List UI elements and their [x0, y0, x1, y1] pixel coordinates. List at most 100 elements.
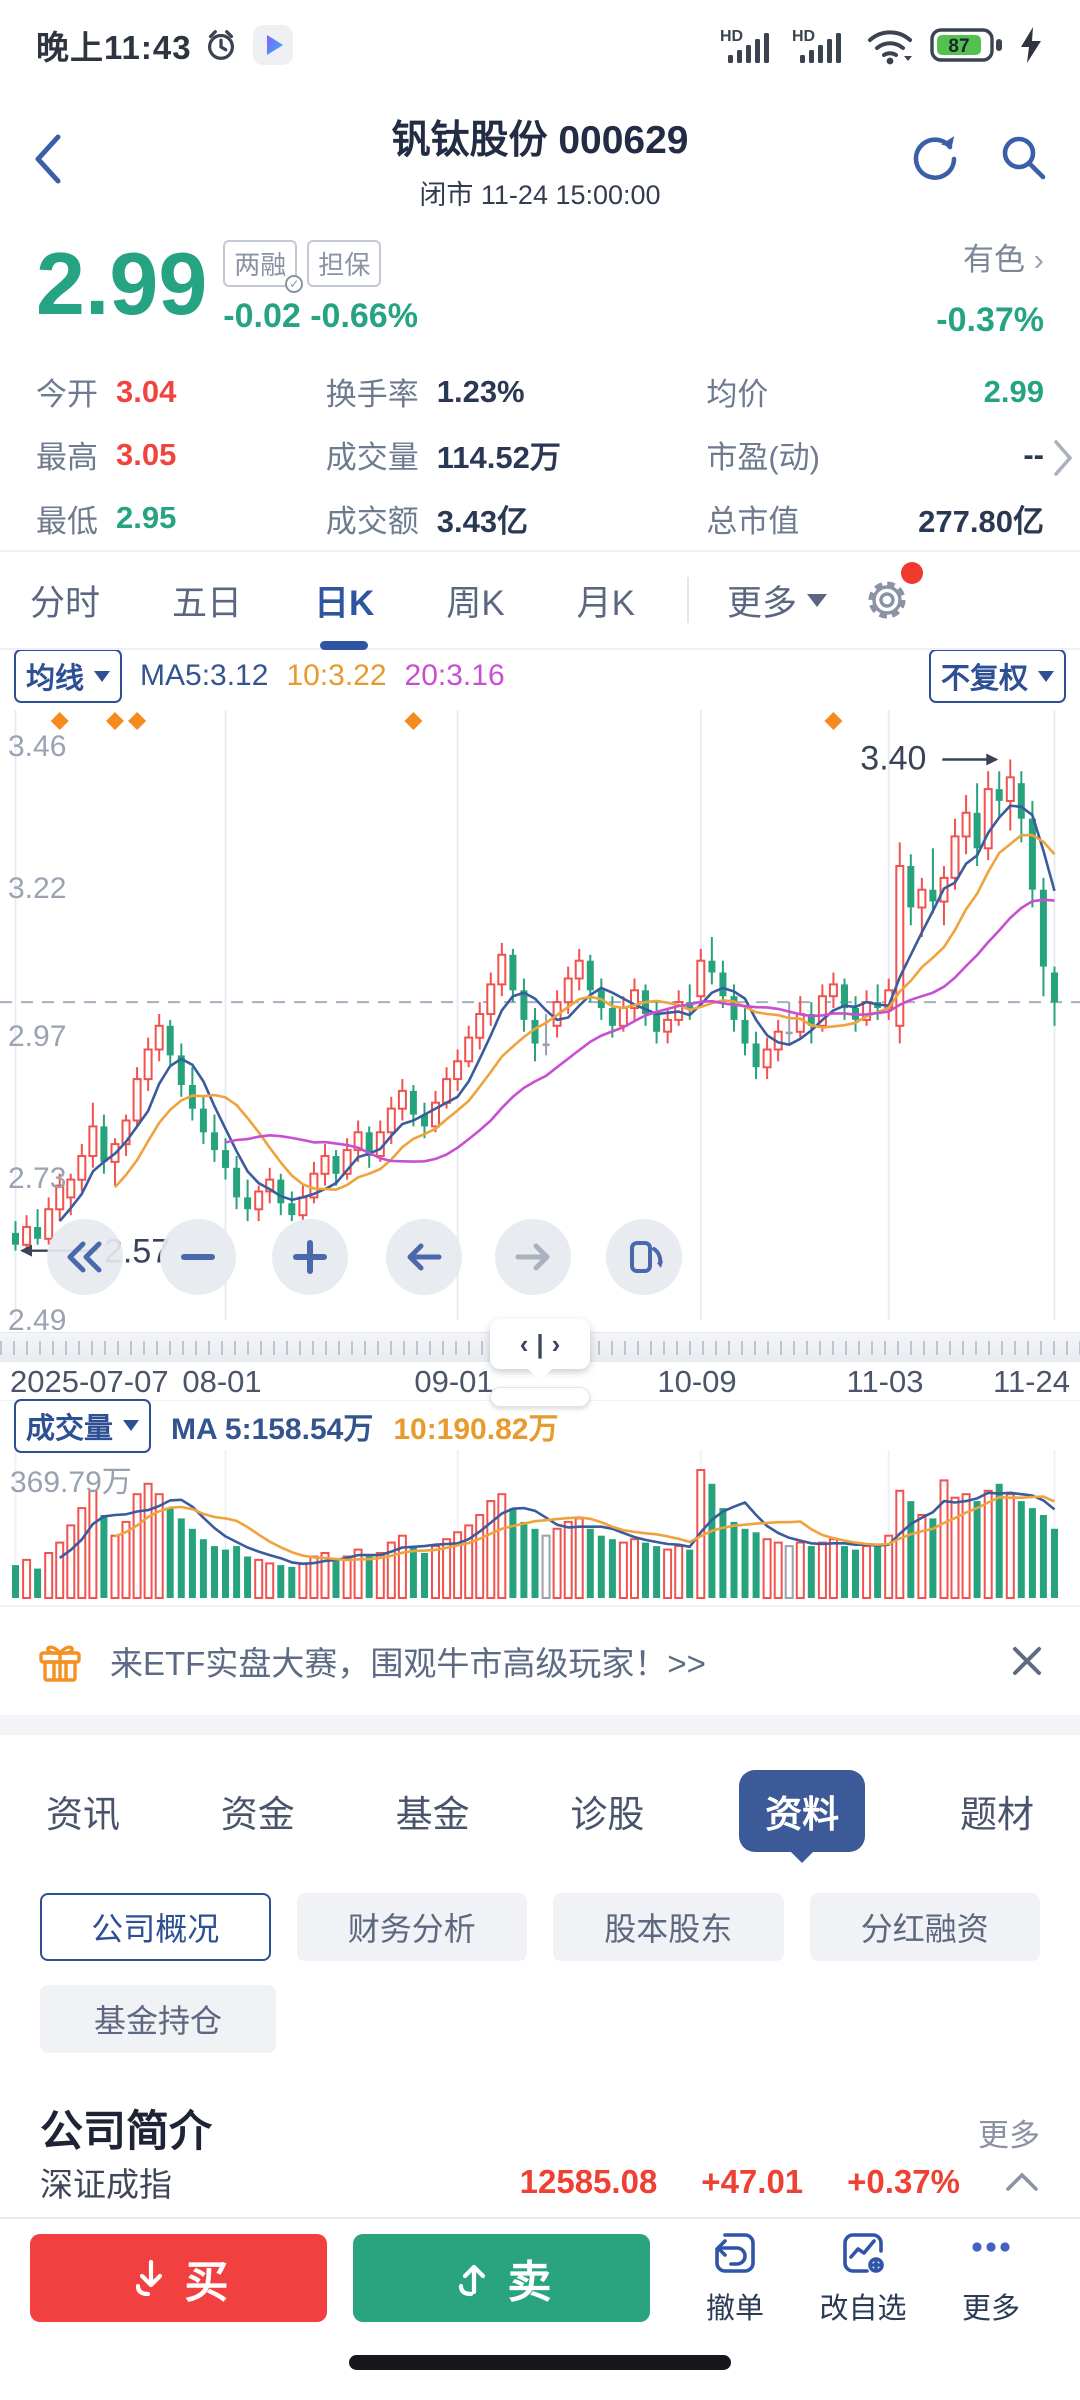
- more-periods-dropdown[interactable]: 更多: [727, 575, 828, 626]
- pan-right-button[interactable]: [495, 1219, 571, 1295]
- check-icon: ✓: [285, 275, 304, 293]
- subtab-fund-holdings[interactable]: 基金持仓: [40, 1985, 276, 2053]
- volume-svg: 369.79万: [10, 1450, 1058, 1600]
- index-change: +47.01: [701, 2163, 804, 2200]
- banner-text[interactable]: 来ETF实盘大赛，围观牛市高级玩家！>>: [110, 1645, 706, 1682]
- scrollbar-handle[interactable]: ‹ | ›: [490, 1319, 590, 1369]
- kline-chart[interactable]: 3.46 3.22 2.97 2.73 2.49 3.40 2.57: [0, 702, 1080, 1332]
- index-ticker-bar[interactable]: 深证成指 12585.08 +47.01 +0.37%: [0, 2155, 1080, 2217]
- stat-high: 最高 3.05: [36, 436, 177, 476]
- sector-link[interactable]: 有色 ›: [963, 242, 1044, 277]
- tab-weekly-k[interactable]: 周K: [446, 583, 505, 623]
- section-gap: [0, 1715, 1080, 1735]
- zoom-out-button[interactable]: [160, 1219, 236, 1295]
- chart-settings-button[interactable]: [861, 562, 924, 626]
- tab-profile[interactable]: 资料: [739, 1770, 866, 1852]
- stats-expand-chevron[interactable]: [1052, 438, 1074, 478]
- alarm-icon: [202, 26, 240, 64]
- subtab-company-overview[interactable]: 公司概况: [40, 1893, 271, 1961]
- profile-subtab-bar: 公司概况 财务分析 股本股东 分红融资: [40, 1893, 1040, 1961]
- tab-funds[interactable]: 资金: [220, 1794, 295, 1835]
- wifi-icon: [864, 24, 916, 66]
- svg-text:3.40: 3.40: [860, 740, 926, 778]
- sell-arrow-icon: [458, 2264, 485, 2297]
- stat-pe: 市盈(动) --: [706, 436, 1044, 476]
- refresh-icon[interactable]: [908, 130, 962, 184]
- subtab-shareholders[interactable]: 股本股东: [553, 1893, 784, 1961]
- info-tab-bar: 资讯 资金 基金 诊股 资料 题材: [40, 1765, 1040, 1857]
- market-status-text: 闭市 11-24 15:00:00: [419, 179, 661, 210]
- subtab-financial-analysis[interactable]: 财务分析: [296, 1893, 527, 1961]
- zoom-in-button[interactable]: [272, 1219, 348, 1295]
- collapse-chevron-icon[interactable]: [1004, 2171, 1040, 2193]
- status-bar: 晚上11:43 HD: [0, 0, 1080, 90]
- battery-icon: 87: [930, 27, 1004, 63]
- sell-button[interactable]: 卖: [353, 2234, 650, 2322]
- x-label: 10-09: [657, 1364, 737, 1399]
- stats-grid: 今开 3.04 换手率 1.23% 均价 2.99 最高 3.05 成交量 114.52万…: [0, 350, 1080, 550]
- volume-chart[interactable]: 369.79万: [0, 1450, 1080, 1605]
- svg-text:2.73: 2.73: [8, 1162, 66, 1195]
- svg-text:HD: HD: [792, 28, 815, 45]
- charging-icon: [1018, 26, 1044, 64]
- promo-banner[interactable]: 来ETF实盘大赛，围观牛市高级玩家！>>: [0, 1605, 1080, 1715]
- svg-text:3.46: 3.46: [8, 730, 66, 763]
- cancel-order-button[interactable]: 撤单: [676, 2229, 794, 2327]
- tab-diagnosis[interactable]: 诊股: [570, 1794, 645, 1835]
- buy-button[interactable]: 买: [30, 2234, 327, 2322]
- stat-avg-price: 均价 2.99: [706, 373, 1044, 413]
- trade-action-bar: 买 卖 撤单 改自选 更多: [0, 2217, 1080, 2337]
- page-title: 钒钛股份 000629: [391, 118, 689, 162]
- buy-arrow-icon: [135, 2259, 162, 2297]
- close-icon[interactable]: [1010, 1644, 1044, 1678]
- kline-svg: 3.463.222.972.732.493.402.57: [0, 710, 1080, 1332]
- stat-low: 最低 2.95: [36, 500, 177, 539]
- tab-daily-k[interactable]: 日K: [314, 557, 374, 644]
- x-label: 09-01: [414, 1364, 494, 1399]
- ma-selector[interactable]: 均线: [14, 649, 123, 703]
- caret-down-icon: [94, 670, 111, 682]
- x-label: 11-24: [993, 1364, 1070, 1399]
- tab-fenshi[interactable]: 分时: [30, 583, 101, 623]
- chevron-right-icon: ›: [1033, 242, 1044, 277]
- home-indicator[interactable]: [349, 2355, 731, 2370]
- info-section: 资讯 资金 基金 诊股 资料 题材 公司概况 财务分析 股本股东 分红融资 基金…: [0, 1735, 1080, 2083]
- edit-watchlist-button[interactable]: 改自选: [804, 2229, 922, 2327]
- timeline-scrollbar[interactable]: ‹ | ›: [0, 1319, 1080, 1369]
- divider: [687, 577, 690, 623]
- svg-text:2.49: 2.49: [8, 1304, 66, 1332]
- pan-left-button[interactable]: [386, 1219, 462, 1295]
- volume-ma5-value: MA 5:158.54万: [171, 1412, 374, 1446]
- x-label: 08-01: [182, 1364, 262, 1399]
- volume-selector[interactable]: 成交量: [14, 1398, 152, 1453]
- tab-news[interactable]: 资讯: [46, 1794, 120, 1835]
- profile-subtab-bar-row2: 基金持仓: [40, 1985, 276, 2053]
- subtab-dividends[interactable]: 分红融资: [809, 1893, 1040, 1961]
- kline-legend-row: 均线 MA5:3.12 10:3.22 20:3.16 不复权: [0, 649, 1080, 703]
- adjust-selector[interactable]: 不复权: [928, 649, 1066, 703]
- back-button[interactable]: [28, 124, 88, 194]
- index-name: 深证成指: [40, 2166, 172, 2203]
- index-change-pct: +0.37%: [847, 2163, 960, 2200]
- period-tab-bar: 分时 五日 日K 周K 月K 更多: [0, 550, 1080, 650]
- more-link[interactable]: 更多: [978, 2118, 1040, 2153]
- tab-etf[interactable]: 基金: [395, 1794, 470, 1835]
- tab-wuri[interactable]: 五日: [172, 583, 243, 623]
- x-label: 11-03: [846, 1364, 924, 1399]
- svg-text:87: 87: [948, 36, 969, 57]
- stat-open: 今开 3.04: [36, 373, 177, 413]
- edit-watchlist-icon: [843, 2233, 884, 2273]
- ma5-value: MA5:3.12: [140, 659, 269, 692]
- tab-themes[interactable]: 题材: [959, 1794, 1034, 1835]
- collateral-badge: 担保: [307, 240, 382, 287]
- tab-monthly-k[interactable]: 月K: [576, 583, 636, 623]
- caret-down-icon: [123, 1420, 140, 1431]
- mini-scrollbar-handle[interactable]: [490, 1387, 590, 1407]
- fast-backward-button[interactable]: [47, 1219, 123, 1295]
- rotate-screen-button[interactable]: [606, 1219, 682, 1295]
- search-icon[interactable]: [996, 130, 1050, 184]
- more-actions-button[interactable]: 更多: [932, 2229, 1050, 2327]
- svg-text:369.79万: 369.79万: [10, 1466, 132, 1499]
- clock-text: 晚上11:43: [36, 29, 192, 66]
- gift-icon: [36, 1637, 84, 1685]
